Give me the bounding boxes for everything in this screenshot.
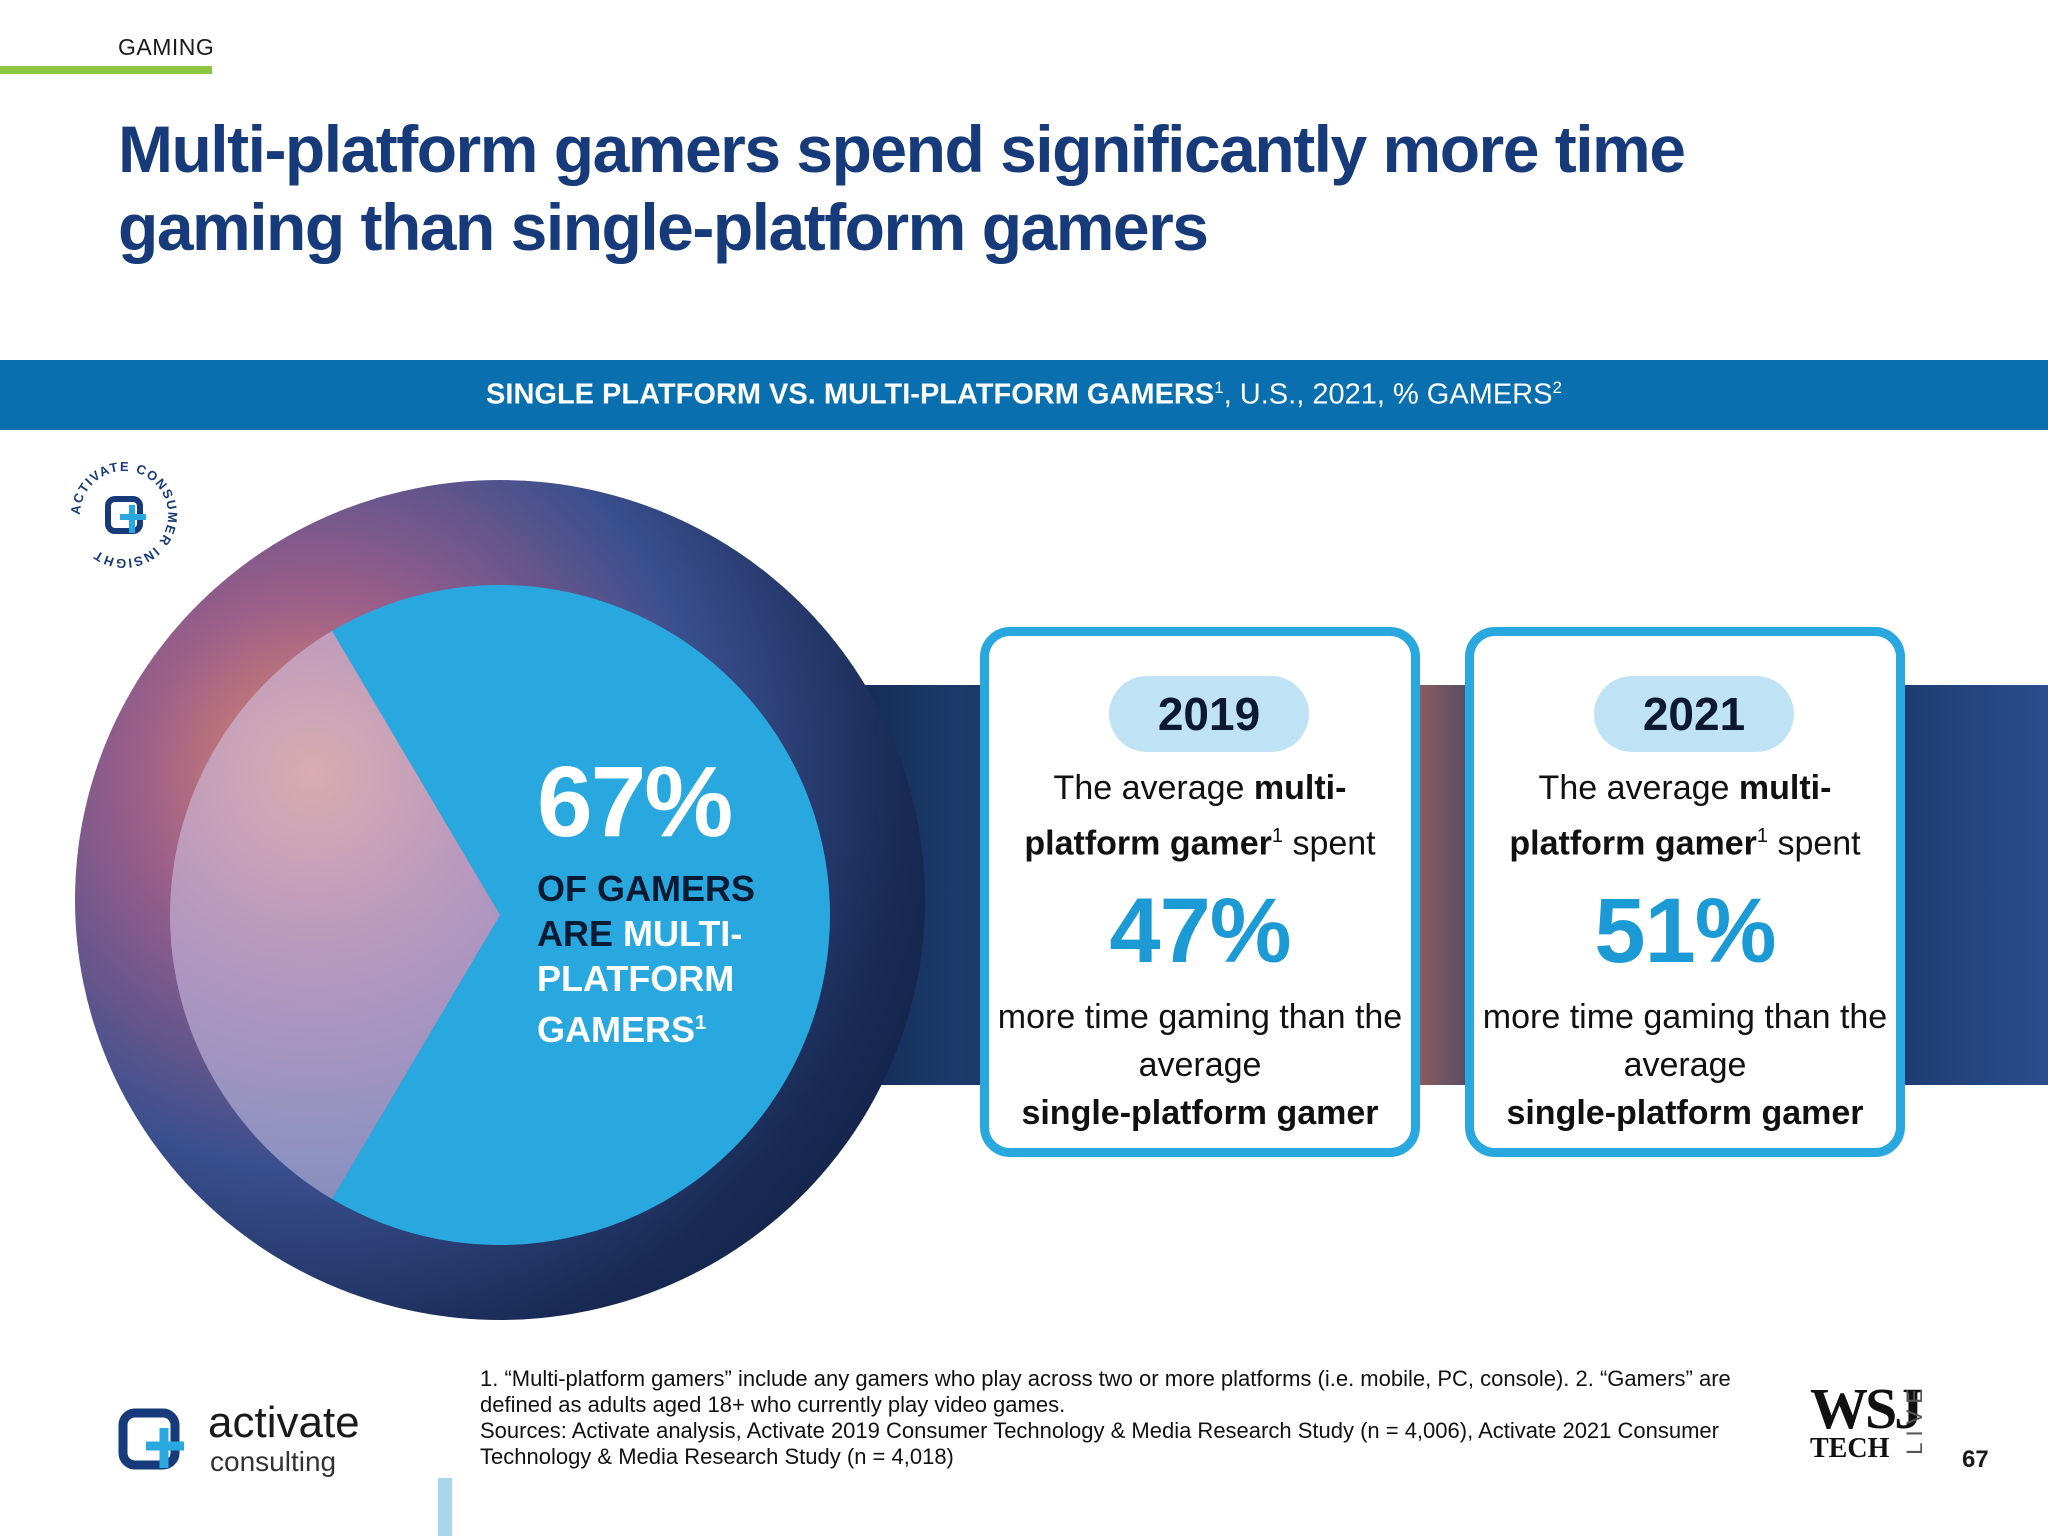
banner-bold-text: SINGLE PLATFORM VS. MULTI-PLATFORM GAMER… [486,378,1215,411]
logo-wordmark: activate [208,1398,360,1447]
card-lead: The average multi-platform gamer1 spent [1509,769,1861,863]
chart-banner: SINGLE PLATFORM VS. MULTI-PLATFORM GAMER… [0,360,2048,430]
card-lead: The average multi-platform gamer1 spent [1024,769,1376,863]
pie-slice-single-platform [170,630,500,1200]
footnote-definitions: 1. “Multi-platform gamers” include any g… [480,1366,1731,1417]
pie-label-line4: GAMERS [537,1009,696,1050]
banner-regular-text: , U.S., 2021, % GAMERS [1223,378,1553,411]
stat-card-2019: 2019 The average multi-platform gamer1 s… [980,627,1420,1157]
page-title: Multi-platform gamers spend significantl… [118,112,1686,264]
pie-highlight-label: OF GAMERS ARE MULTI- PLATFORM GAMERS1 [537,866,837,1052]
pie-chart [170,585,830,1245]
footnote-sources: Sources: Activate analysis, Activate 201… [480,1418,1719,1469]
banner-bold-sup: 1 [1214,378,1224,398]
activate-logo-icon [118,1408,184,1470]
card-tail: more time gaming than the average single-… [1482,998,1888,1132]
wsj-tech-live-logo: WSJ TECH [1810,1376,1923,1475]
section-tag: GAMING [118,34,215,60]
pie-label-line4-sup: 1 [695,1012,707,1034]
section-rule [0,66,212,74]
pie-label-line1: OF GAMERS [537,868,756,909]
pie-highlight-value: 67% [537,746,733,858]
footnotes: 1. “Multi-platform gamers” include any g… [480,1366,1780,1470]
card-year: 2021 [1594,676,1794,752]
pie-slice-multi-platform [332,585,830,1245]
logo-subtitle: consulting [210,1446,337,1477]
card-tail: more time gaming than the average single-… [997,998,1403,1132]
banner-regular-sup: 2 [1552,378,1562,398]
wsj-tech-text: TECH [1810,1433,1890,1464]
consumer-insight-badge-icon: ACTIVATE CONSUMER INSIGHT [68,459,179,571]
pie-label-line2b: MULTI- [623,913,743,954]
wsj-live-text: LIVE [1902,1383,1927,1455]
card-percentage: 51% [1594,880,1776,982]
page-number: 67 [1962,1446,1989,1473]
pie-label-line2a: ARE [537,913,624,954]
pie-highlight: 67% OF GAMERS ARE MULTI- PLATFORM GAMERS… [537,752,837,1052]
wsj-wordmark: WSJ [1810,1376,1923,1441]
stat-card-2021: 2021 The average multi-platform gamer1 s… [1465,627,1905,1157]
footer-divider [438,1478,452,1536]
card-percentage: 47% [1109,880,1291,982]
card-year: 2019 [1109,676,1309,752]
pie-label-line3: PLATFORM [537,958,735,999]
